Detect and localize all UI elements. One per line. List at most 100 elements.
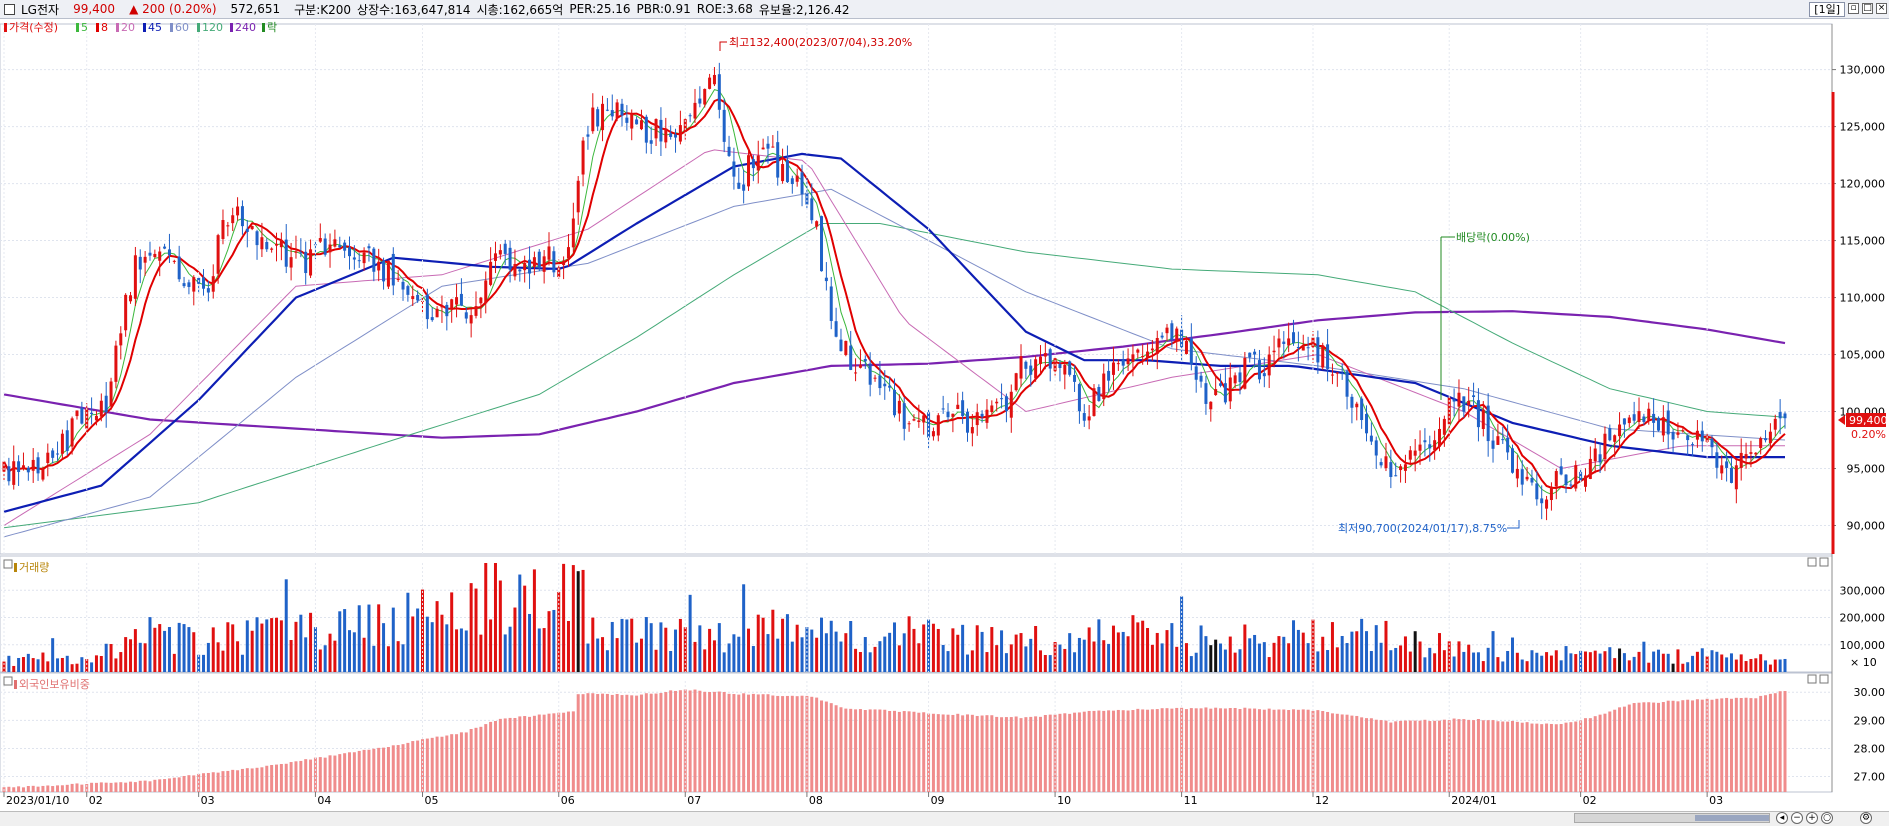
candle [425, 288, 429, 329]
volume-bar [1340, 636, 1344, 672]
volume-bar [1301, 632, 1305, 672]
candle-body [547, 246, 551, 260]
volume-bar [1652, 651, 1656, 672]
foreign-ratio-bar [576, 694, 580, 792]
price-tick-label: 115,000 [1840, 235, 1886, 248]
volume-bar [1778, 659, 1782, 672]
period-selector[interactable]: [1일] [1809, 2, 1845, 17]
candle-body [571, 218, 575, 248]
foreign-ratio-bar [985, 715, 989, 792]
candle [931, 427, 935, 441]
volume-bar [1009, 644, 1013, 672]
volume-bar [357, 605, 361, 672]
candle-body [1355, 403, 1359, 408]
candle-body [518, 269, 522, 272]
foreign-ratio-bar [1296, 709, 1300, 792]
candle-body [893, 389, 896, 416]
candle-body [1764, 438, 1768, 441]
volume-panel-close-button[interactable] [1819, 557, 1829, 567]
candle [182, 276, 186, 289]
maximize-icon[interactable]: □ [1862, 3, 1873, 14]
volume-bar [133, 629, 137, 672]
volume-bar [226, 622, 230, 672]
candle-body [133, 255, 137, 299]
candle [401, 278, 405, 301]
volume-bar [503, 634, 507, 672]
candle-body [1209, 401, 1213, 410]
candle [1014, 372, 1018, 392]
legend-ma45-swatch [143, 23, 146, 32]
candle-body [1472, 395, 1476, 398]
foreign-panel-min-button[interactable] [1807, 674, 1817, 684]
volume-bar [206, 642, 210, 672]
candle-body [1024, 361, 1028, 369]
scroll-left-icon[interactable]: ◂ [1776, 812, 1788, 824]
foreign-ratio-bar [1228, 708, 1232, 792]
candle [970, 414, 974, 447]
volume-bar [523, 585, 527, 672]
foreign-panel-close-button[interactable] [1819, 674, 1829, 684]
candle-body [1150, 348, 1154, 351]
volume-bar [1399, 645, 1403, 672]
foreign-ratio-bar [674, 690, 678, 792]
candle-body [722, 109, 726, 142]
candle-body [591, 107, 595, 132]
scroll-thumb[interactable] [1695, 815, 1769, 821]
candle-body [1238, 372, 1242, 383]
candle-body [1262, 373, 1266, 377]
volume-bar [1038, 650, 1042, 672]
volume-unit: × 10 [1850, 656, 1877, 669]
close-icon[interactable]: × [1876, 3, 1887, 14]
select-checkbox[interactable] [4, 3, 15, 15]
stock-name[interactable]: LG전자 [21, 2, 60, 17]
settings-icon[interactable]: ⚙ [1860, 812, 1872, 824]
foreign-ratio-bar [1136, 708, 1140, 792]
volume-bar [1715, 651, 1719, 672]
zoom-reset-icon[interactable]: ○ [1821, 812, 1833, 824]
zoom-out-icon[interactable]: − [1791, 812, 1803, 824]
foreign-ratio-bar [425, 738, 429, 792]
foreign-ratio-bar [1219, 708, 1223, 792]
candle [888, 376, 892, 392]
volume-bar [289, 639, 293, 672]
volume-panel-toggle[interactable] [3, 559, 13, 569]
foreign-ratio-bar [1019, 718, 1023, 792]
candle-body [781, 164, 785, 182]
candle [596, 106, 600, 131]
volume-bar [649, 623, 653, 672]
foreign-ratio-bar [785, 695, 789, 792]
candle [751, 155, 755, 182]
candle-body [1588, 458, 1592, 479]
foreign-ratio-bar [284, 763, 288, 792]
stock-chart[interactable]: 130,000125,000120,000115,000110,000105,0… [0, 19, 1889, 811]
candle-body [747, 155, 751, 187]
volume-bar [980, 631, 984, 672]
volume-bar [1262, 642, 1266, 672]
volume-bar [747, 628, 751, 672]
candle-body [1481, 409, 1485, 430]
volume-bar [902, 633, 906, 672]
candle-body [659, 119, 663, 142]
volume-bar [1476, 652, 1480, 672]
candle-body [1705, 436, 1709, 442]
candle [1486, 393, 1490, 457]
candle-body [167, 249, 171, 256]
candle [65, 420, 69, 456]
candle [1598, 443, 1602, 473]
candle [192, 275, 196, 306]
candle [1583, 468, 1587, 492]
volume-panel-min-button[interactable] [1807, 557, 1817, 567]
volume-bar [396, 641, 400, 672]
candle-body [464, 312, 468, 319]
volume-bar [270, 618, 274, 672]
volume-bar [56, 658, 60, 672]
ma120-line [3, 223, 1786, 529]
chart-scrollbar[interactable] [1574, 813, 1770, 823]
volume-bar [990, 627, 994, 672]
candle [1340, 363, 1344, 380]
candle-body [26, 467, 30, 473]
foreign-panel-toggle[interactable] [3, 676, 13, 686]
zoom-in-icon[interactable]: + [1806, 812, 1818, 824]
candle [610, 94, 614, 121]
restore-icon[interactable]: ▫ [1848, 3, 1859, 14]
